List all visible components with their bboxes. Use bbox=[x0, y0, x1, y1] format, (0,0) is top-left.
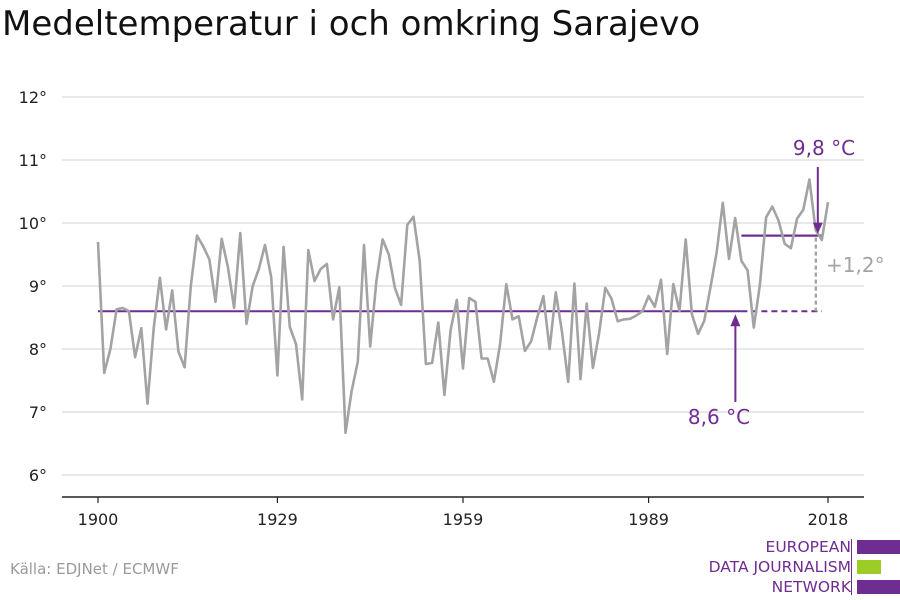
y-tick-label: 6° bbox=[29, 466, 47, 485]
temperature-series-line bbox=[96, 178, 830, 435]
x-tick-label: 2018 bbox=[808, 510, 849, 529]
y-tick-label: 11° bbox=[19, 151, 47, 170]
series-layer bbox=[96, 178, 830, 435]
logo-line-2: DATA JOURNALISM bbox=[708, 558, 851, 576]
grid-lines bbox=[62, 96, 864, 476]
logo-divider bbox=[851, 539, 852, 595]
y-axis-labels: 6° 7° 8° 9° 10° 11° 12° bbox=[19, 88, 47, 485]
y-tick-label: 12° bbox=[19, 88, 47, 107]
x-tick-label: 1929 bbox=[257, 510, 298, 529]
recent-arrowhead bbox=[812, 222, 823, 234]
logo-line-1: EUROPEAN bbox=[765, 538, 851, 556]
baseline-label: 8,6 °C bbox=[688, 405, 750, 429]
source-note: Källa: EDJNet / ECMWF bbox=[10, 560, 179, 578]
y-tick-label: 8° bbox=[29, 340, 47, 359]
logo-bar-purple-top bbox=[857, 540, 900, 554]
y-tick-label: 7° bbox=[29, 403, 47, 422]
logo-line-3: NETWORK bbox=[771, 578, 851, 596]
baseline-arrowhead bbox=[730, 314, 741, 327]
x-tick-label: 1959 bbox=[443, 510, 484, 529]
x-axis: 1900 1929 1959 1989 2018 bbox=[62, 496, 864, 529]
logo-bar-purple-bottom bbox=[857, 580, 900, 594]
annotation-labels: 8,6 °C 9,8 °C +1,2° bbox=[688, 136, 885, 429]
x-tick-label: 1900 bbox=[78, 510, 119, 529]
x-tick-label: 1989 bbox=[628, 510, 669, 529]
difference-label: +1,2° bbox=[826, 253, 885, 277]
logo-bar-green bbox=[857, 560, 881, 574]
edjnet-logo: EUROPEAN DATA JOURNALISM NETWORK bbox=[690, 537, 900, 597]
y-tick-label: 10° bbox=[19, 214, 47, 233]
temperature-line-chart: 6° 7° 8° 9° 10° 11° 12° 1900 1929 1959 1989 2018 8… bbox=[19, 88, 885, 529]
chart-title: Medeltemperatur i och omkring Sarajevo bbox=[2, 4, 701, 44]
logo-text: EUROPEAN DATA JOURNALISM NETWORK bbox=[709, 537, 851, 597]
y-tick-label: 9° bbox=[29, 277, 47, 296]
recent-label: 9,8 °C bbox=[793, 136, 855, 160]
